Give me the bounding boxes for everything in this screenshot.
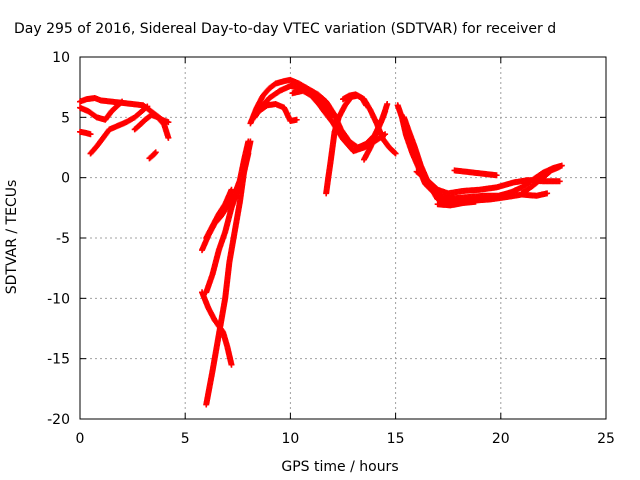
y-tick-label: -15	[47, 352, 70, 368]
data-point	[556, 178, 563, 185]
series-23	[518, 163, 563, 197]
series-16	[340, 91, 370, 109]
data-point	[165, 119, 172, 126]
series-17	[361, 101, 391, 163]
data-point	[363, 102, 370, 109]
chart-data	[77, 76, 565, 408]
data-point	[472, 198, 479, 205]
x-tick-label: 20	[492, 431, 510, 447]
series-3	[87, 103, 151, 157]
series-21	[451, 167, 500, 179]
series-4	[131, 111, 172, 141]
data-point	[392, 150, 399, 157]
data-point	[493, 172, 500, 179]
x-tick-label: 25	[597, 431, 615, 447]
y-tick-label: 0	[61, 171, 70, 187]
x-tick-label: 15	[387, 431, 405, 447]
data-point	[293, 116, 300, 123]
series-7	[203, 186, 235, 241]
data-point	[87, 131, 94, 138]
y-tick-label: 10	[52, 50, 70, 66]
y-tick-label: -5	[56, 231, 70, 247]
data-point	[384, 101, 391, 108]
y-tick-label: 5	[61, 110, 70, 126]
series-20	[413, 168, 563, 197]
series-5	[146, 149, 159, 162]
data-point	[556, 163, 563, 170]
series-8	[199, 289, 235, 368]
series-12	[251, 82, 334, 121]
data-point	[391, 149, 398, 156]
y-tick-label: -10	[47, 291, 70, 307]
x-tick-label: 0	[76, 431, 85, 447]
series-22	[434, 198, 479, 209]
series-15	[323, 92, 399, 197]
data-point	[228, 186, 235, 193]
data-point	[143, 104, 150, 111]
x-tick-label: 10	[281, 431, 299, 447]
data-point	[165, 134, 172, 141]
data-point	[119, 98, 126, 105]
series-10	[203, 138, 254, 408]
series-1	[77, 98, 126, 123]
data-point	[544, 190, 551, 197]
x-axis-label: GPS time / hours	[281, 459, 398, 475]
series-11	[247, 76, 389, 151]
data-point	[144, 103, 151, 110]
y-axis-label: SDTVAR / TECUs	[4, 180, 20, 295]
data-point	[118, 99, 125, 106]
x-tick-label: 5	[181, 431, 190, 447]
series-13	[255, 101, 300, 124]
data-point	[152, 149, 159, 156]
chart-ticks: 0 5 10 15 20 25 -20 -15 -10 -5 0 5 10	[47, 50, 615, 447]
data-point	[228, 361, 235, 368]
series-19	[401, 114, 551, 205]
chart-title: Day 295 of 2016, Sidereal Day-to-day VTE…	[14, 21, 556, 37]
data-point	[247, 138, 254, 145]
series-2	[77, 128, 94, 138]
y-tick-label: -20	[47, 412, 70, 428]
